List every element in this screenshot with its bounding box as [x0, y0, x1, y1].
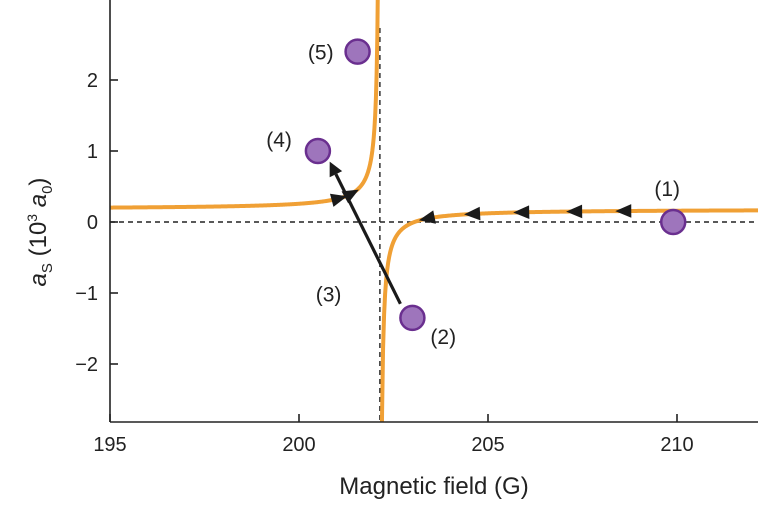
x-axis-title: Magnetic field (G) — [339, 473, 528, 500]
data-point-label-3: (3) — [316, 284, 342, 307]
y-tick-label-5: −2 — [75, 354, 98, 376]
ramp-arrow-right-3 — [513, 205, 530, 219]
curve-left-branch — [110, 0, 380, 210]
x-tick-label-2: 200 — [282, 434, 315, 456]
ramp-arrow-right-4 — [464, 206, 481, 221]
data-point-1 — [659, 208, 687, 236]
y-tick-label-3: 0 — [87, 212, 98, 234]
curve-right-branch — [379, 208, 758, 422]
ramp-arrow-left-1 — [329, 193, 348, 207]
x-tick-label-4: 210 — [660, 434, 693, 456]
data-point-label-4: (4) — [266, 129, 292, 152]
y-tick-label-1: 2 — [87, 70, 98, 92]
resonance-curve — [110, 0, 758, 422]
y-tick-label-2: 1 — [87, 141, 98, 163]
data-point-4 — [304, 137, 332, 165]
ramp-arrow-right-5 — [418, 210, 436, 224]
x-tick-label-3: 205 — [471, 434, 504, 456]
x-tick-label-1: 195 — [93, 434, 126, 456]
data-point-label-1: (1) — [654, 178, 680, 201]
jump-arrow-head — [329, 161, 343, 178]
ramp-arrow-right-2 — [566, 204, 583, 219]
data-point-5 — [344, 38, 371, 65]
ramp-arrow-right-1 — [615, 204, 632, 218]
data-point-2 — [399, 304, 426, 332]
jump-arrow — [329, 161, 402, 305]
data-point-label-5: (5) — [308, 42, 334, 65]
jump-arrow-shaft — [334, 173, 402, 305]
data-points: (1) (2) (3) (4) (5) — [266, 38, 687, 349]
data-point-label-2: (2) — [430, 326, 456, 349]
ramp-arrows — [329, 189, 632, 224]
y-tick-label-4: −1 — [75, 283, 98, 305]
axes — [109, 0, 758, 423]
y-axis-title: aS (103 a0) — [24, 178, 56, 287]
